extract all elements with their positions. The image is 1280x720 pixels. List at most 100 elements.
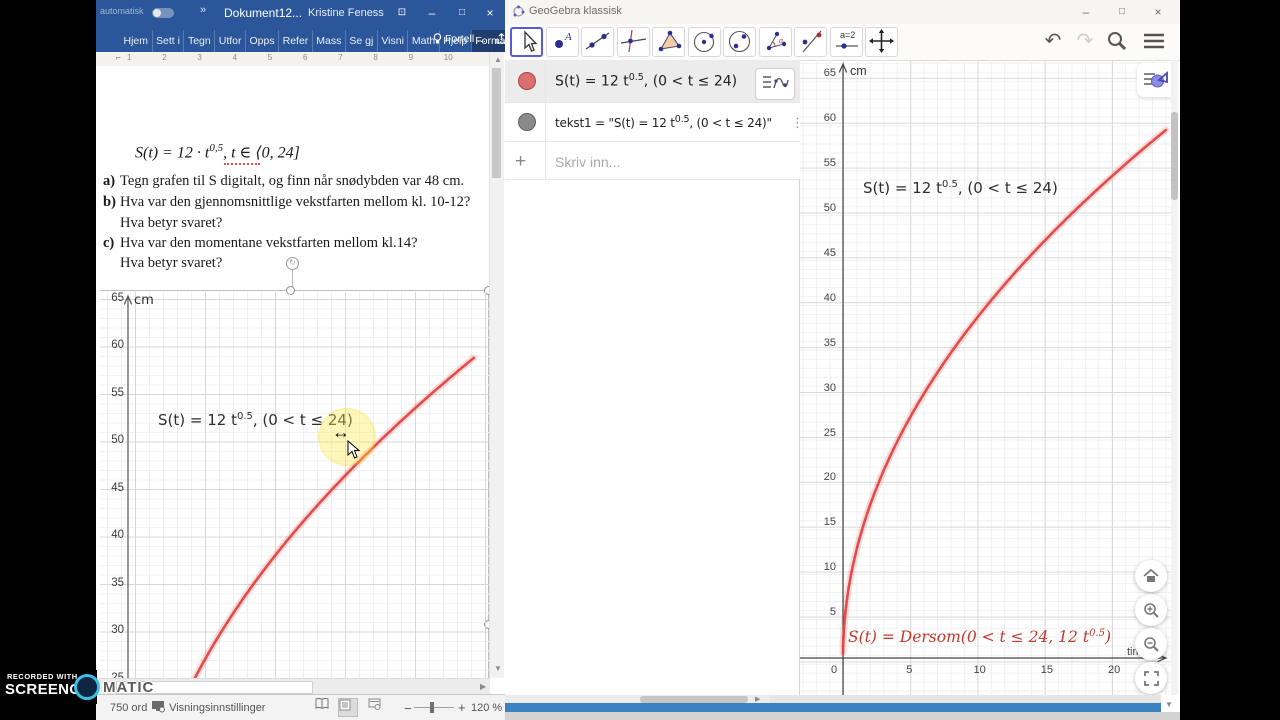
algebra-horizontal-scrollbar[interactable]: ▶ [505,695,770,704]
algebra-row-function[interactable]: S(t) = 12 t0.5, (0 < t ≤ 24) [505,60,800,103]
quickaccess-overflow-button[interactable]: » [200,4,207,16]
hscroll-thumb[interactable] [116,681,313,694]
web-layout-button[interactable] [368,698,388,717]
tell-me-item[interactable]: Fortell ... [433,33,486,45]
tool-point-button[interactable]: A [545,27,579,57]
word-count[interactable]: 750 ord [110,702,148,714]
document-page[interactable]: S(t) = 12 · t0,5, t ∈ ⟨0, 24] a) Tegn gra… [96,66,490,678]
ribbon-tab-hjelp[interactable]: Hjelp [438,30,471,52]
ribbon-tab-utfor[interactable]: Utfor [214,30,245,52]
tool-move-graphics-button[interactable] [865,27,898,57]
add-input-icon[interactable]: + [515,151,527,172]
tool-line-button[interactable] [581,27,614,57]
graphics-view[interactable] [800,60,1172,695]
tool-circle-button[interactable] [687,27,721,57]
view-settings-item[interactable]: Visningsinnstillinger [151,700,265,714]
ribbon-tab-hjem[interactable]: Hjem [123,35,149,47]
zoom-out-control[interactable]: − [404,701,412,716]
graphics-settings-button[interactable] [1137,63,1175,97]
zoom-in-button[interactable] [1135,594,1167,626]
tool-slider-button[interactable]: a=2 [829,27,863,57]
gg-formula-text-label[interactable]: S(t) = 12 t0.5, (0 < t ≤ 24) [863,179,1058,197]
ribbon-display-options-icon[interactable]: ⊡ [397,7,407,18]
tool-move-button[interactable] [510,27,543,57]
zoom-slider-track[interactable] [414,707,454,708]
search-button[interactable] [1106,30,1128,52]
tool-conic-button[interactable] [723,27,756,57]
task-b-line2: Hva betyr svaret? [120,215,223,231]
gg-xtick: 0 [831,664,838,676]
document-title: Dokument12... [224,6,303,20]
geogebra-title: GeoGebra klassisk [529,5,622,17]
close-button[interactable]: × [486,6,494,20]
graphics-vscroll-thumb[interactable] [1171,112,1178,200]
gg-maximize-button[interactable]: □ [1118,6,1126,17]
tool-angle-button[interactable]: α [758,27,792,57]
autosave-toggle[interactable] [152,8,174,18]
ribbon-tab-opps[interactable]: Opps [245,30,278,52]
home-button[interactable] [1135,560,1167,592]
word-graph-formula-label[interactable]: S(t) = 12 t0.5, (0 < t ≤ 24) [158,411,353,429]
algebra-input-placeholder[interactable]: Skriv inn... [555,154,621,170]
algebra-input-row[interactable]: + Skriv inn... [505,142,800,180]
visibility-marble-function[interactable] [518,72,536,90]
ribbon-tab-se-gj[interactable]: Se gj [344,30,377,52]
zoom-in-control[interactable]: + [458,700,466,715]
undo-button[interactable]: ↶ [1044,30,1062,52]
view-settings-label: Visningsinnstillinger [169,702,266,714]
ruler-number: 8 [373,53,378,62]
visibility-marble-text[interactable] [518,113,536,131]
tool-perpendicular-button[interactable] [616,27,650,57]
algebra-text-formula: tekst1 = "S(t) = 12 t0.5, (0 < t ≤ 24)" [555,114,772,130]
search-icon [1108,32,1127,51]
scroll-down-arrow[interactable]: ▼ [494,664,502,673]
gg-ytick: 40 [823,291,836,304]
minimize-button[interactable]: – [428,6,436,20]
rotate-handle[interactable]: ↻ [286,257,299,270]
gg-minimize-button[interactable]: – [1082,5,1090,19]
word-graph-ytick: 65 [111,291,124,304]
maximize-button[interactable]: □ [458,7,466,18]
tool-reflect-button[interactable] [794,27,827,57]
word-graph-grid [100,292,489,678]
ribbon-tab-sett-i[interactable]: Sett i [151,30,184,52]
graphics-vertical-scrollbar[interactable] [1171,60,1178,695]
gg-close-button[interactable]: × [1154,5,1162,19]
menu-button[interactable] [1143,32,1165,50]
geogebra-curve-and-axes [800,62,1170,695]
zoom-out-button[interactable] [1135,628,1167,660]
fullscreen-button[interactable] [1135,662,1167,694]
ribbon-tab-refer[interactable]: Refer [278,30,312,52]
ribbon-tab-mass[interactable]: Mass [311,30,345,52]
screencast-cursor-highlight [320,410,374,464]
algebra-hscroll-thumb[interactable] [640,696,748,703]
word-horizontal-scrollbar[interactable]: ▶ [96,678,490,695]
scroll-up-arrow[interactable]: ▲ [494,55,502,64]
algebra-style-button[interactable] [755,68,795,100]
gg-function-definition-label[interactable]: S(t) = Dersom(0 < t ≤ 24, 12 t0.5) [848,628,1112,647]
ribbon-tab-math[interactable]: Math [407,30,438,52]
tell-me-label: Fortell ... [445,33,486,45]
algebra-row-text[interactable]: tekst1 = "S(t) = 12 t0.5, (0 < t ≤ 24)" … [505,103,804,142]
zoom-slider-thumb[interactable] [430,702,434,713]
word-graph-ytick: 25 [111,671,124,678]
zoom-level[interactable]: 120 % [471,702,503,714]
ruler-number: 9 [408,53,414,62]
geogebra-logo-icon [513,5,525,17]
word-vertical-scrollbar[interactable]: ▲ ▼ [489,52,504,678]
tool-polygon-button[interactable] [652,27,685,57]
ribbon-tab-tegn[interactable]: Tegn [183,30,214,52]
print-layout-button[interactable] [338,698,358,717]
redo-button[interactable]: ↷ [1076,30,1094,52]
watermark-recorded-with: RECORDED WITH [7,672,78,681]
svg-text:A: A [564,31,572,43]
scroll-thumb[interactable] [492,68,501,178]
bottom-scroll-down-arrow[interactable]: ▼ [1165,700,1173,709]
hscroll-right-arrow[interactable]: ▶ [480,682,487,691]
read-mode-button[interactable] [315,698,335,717]
algebra-hscroll-right-arrow[interactable]: ▶ [755,696,761,703]
bottom-gray-bar [505,712,1180,720]
ribbon-tab-visni[interactable]: Visni [376,30,408,52]
word-graph-ylabel: cm [134,293,154,308]
